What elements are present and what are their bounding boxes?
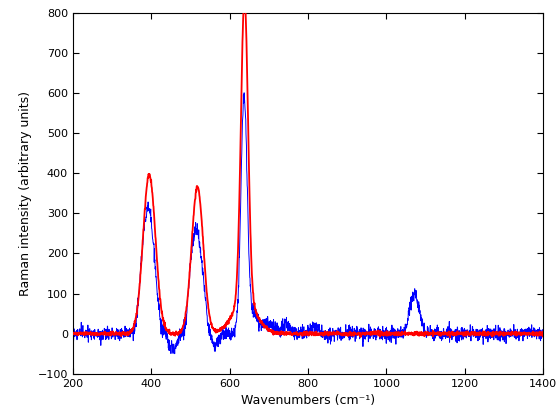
Y-axis label: Raman intensity (arbitrary units): Raman intensity (arbitrary units) (19, 91, 32, 296)
X-axis label: Wavenumbers (cm⁻¹): Wavenumbers (cm⁻¹) (241, 394, 375, 407)
